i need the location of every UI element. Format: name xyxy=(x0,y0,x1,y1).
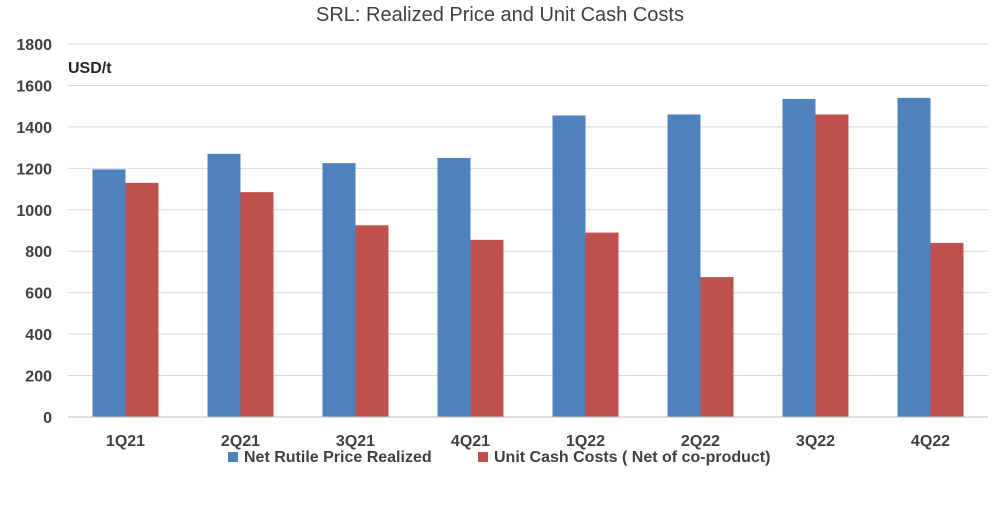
y-tick-label: 1200 xyxy=(16,161,52,178)
bar-price-4q21 xyxy=(437,157,471,417)
bar-price-3q21 xyxy=(322,163,356,417)
bar-cost-4q21 xyxy=(470,239,504,417)
bar-cost-4q22 xyxy=(930,242,964,417)
legend-swatch xyxy=(478,452,488,462)
x-tick-label: 2Q21 xyxy=(221,433,260,450)
y-axis-ticks: 0 200 400 600 800 1000 1200 1400 1600 1800 xyxy=(16,37,52,427)
y-tick-label: 400 xyxy=(25,327,52,344)
x-tick-label: 3Q21 xyxy=(336,433,375,450)
bar-price-3q22 xyxy=(782,98,816,418)
legend-swatch xyxy=(228,452,238,462)
y-tick-label: 1000 xyxy=(16,203,52,220)
bar-price-4q22 xyxy=(897,97,931,417)
x-tick-label: 1Q21 xyxy=(106,433,145,450)
x-tick-label: 4Q21 xyxy=(451,433,490,450)
x-tick-label: 1Q22 xyxy=(566,433,605,450)
y-axis-unit-label: USD/t xyxy=(68,60,112,77)
bar-cost-3q22 xyxy=(815,114,849,417)
bar-cost-2q22 xyxy=(700,277,734,417)
y-tick-label: 800 xyxy=(25,244,52,261)
y-tick-label: 600 xyxy=(25,286,52,303)
y-tick-label: 1800 xyxy=(16,37,52,54)
y-tick-label: 0 xyxy=(43,410,52,427)
gridlines xyxy=(68,43,988,377)
bar-price-2q22 xyxy=(667,114,701,417)
bars xyxy=(92,97,964,418)
bar-price-2q21 xyxy=(207,153,241,418)
bar-price-1q21 xyxy=(92,169,126,417)
x-tick-label: 4Q22 xyxy=(911,433,950,450)
y-tick-label: 1600 xyxy=(16,78,52,95)
bar-cost-1q22 xyxy=(585,232,619,417)
bar-cost-1q21 xyxy=(125,182,159,417)
x-tick-label: 2Q22 xyxy=(681,433,720,450)
legend-label: Net Rutile Price Realized xyxy=(244,449,432,466)
x-axis-labels: 1Q21 2Q21 3Q21 4Q21 1Q22 2Q22 3Q22 4Q22 xyxy=(106,433,950,450)
y-tick-label: 1400 xyxy=(16,120,52,137)
bar-cost-3q21 xyxy=(355,225,389,417)
legend: Net Rutile Price Realized Unit Cash Costs… xyxy=(228,449,770,466)
chart-title: SRL: Realized Price and Unit Cash Costs xyxy=(316,4,684,26)
legend-label: Unit Cash Costs ( Net of co-product) xyxy=(494,449,770,466)
y-tick-label: 200 xyxy=(25,369,52,386)
x-tick-label: 3Q22 xyxy=(796,433,835,450)
bar-price-1q22 xyxy=(552,115,586,417)
bar-cost-2q21 xyxy=(240,192,274,417)
